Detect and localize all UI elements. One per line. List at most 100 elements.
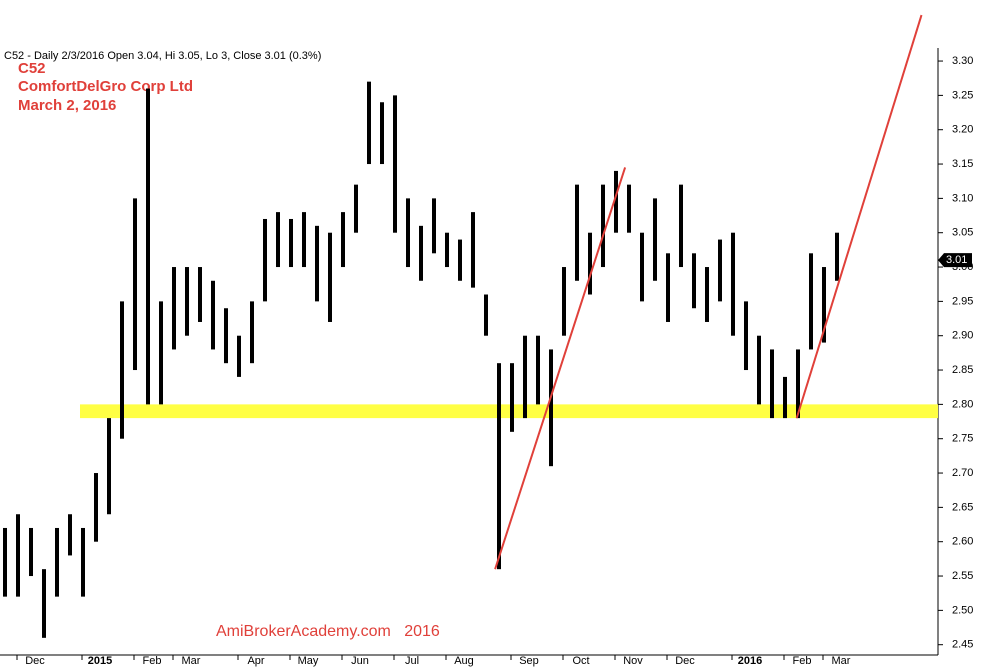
x-tick-label: Mar: [182, 655, 201, 667]
y-tick-label: 2.70: [952, 467, 973, 479]
price-bar: [263, 218, 267, 302]
price-bar: [484, 294, 488, 336]
x-tick-label: Mar: [832, 655, 851, 667]
price-bar: [575, 184, 579, 281]
watermark: AmiBrokerAcademy.com 2016: [216, 623, 440, 640]
price-bar: [354, 184, 358, 233]
price-bar: [393, 95, 397, 233]
price-bar: [107, 418, 111, 515]
y-tick-label: 2.85: [952, 364, 973, 376]
price-bar: [276, 212, 280, 268]
x-tick-label: May: [298, 655, 319, 667]
y-tick-label: 3.25: [952, 89, 973, 101]
price-bar: [497, 363, 501, 570]
price-bar: [133, 198, 137, 371]
price-bar: [367, 81, 371, 165]
y-tick-label: 2.60: [952, 536, 973, 548]
price-bar: [692, 253, 696, 309]
y-tick-label: 2.90: [952, 330, 973, 342]
y-tick-label: 2.45: [952, 639, 973, 651]
price-bar: [640, 232, 644, 302]
price-bar: [29, 527, 33, 577]
price-bar: [341, 212, 345, 268]
price-bar: [211, 280, 215, 350]
price-bar: [510, 363, 514, 432]
x-tick-label: Dec: [25, 655, 45, 667]
price-bar: [783, 376, 787, 419]
price-bar: [432, 198, 436, 254]
trendline: [494, 167, 627, 570]
price-bar: [705, 267, 709, 322]
x-tick-label: Feb: [793, 655, 812, 667]
price-bar: [549, 349, 553, 467]
price-bar: [302, 212, 306, 268]
header: C52 - Daily 2/3/2016 Open 3.04, Hi 3.05,…: [4, 50, 321, 62]
y-tick-label: 2.55: [952, 570, 973, 582]
price-bar: [289, 218, 293, 268]
x-tick-label: Sep: [519, 655, 539, 667]
y-tick-label: 2.65: [952, 501, 973, 513]
y-tick-label: 2.75: [952, 433, 973, 445]
price-bar: [588, 232, 592, 295]
price-bar: [159, 301, 163, 405]
price-bar: [94, 473, 98, 542]
price-bar: [666, 253, 670, 322]
last-price-marker: [938, 253, 972, 268]
trendline: [795, 14, 923, 419]
price-bar: [835, 232, 839, 281]
price-bar: [185, 267, 189, 336]
y-tick-label: 3.15: [952, 158, 973, 170]
price-bar: [445, 232, 449, 268]
price-bar: [172, 267, 176, 350]
price-bar: [809, 253, 813, 350]
price-bar: [42, 569, 46, 638]
price-bar: [3, 527, 7, 597]
price-bar: [55, 527, 59, 597]
price-bar: [601, 184, 605, 268]
price-bar: [81, 527, 85, 597]
x-tick-label: Oct: [572, 655, 589, 667]
price-bar: [562, 267, 566, 336]
price-bar: [679, 184, 683, 268]
price-bar: [523, 335, 527, 419]
y-tick-label: 3.30: [952, 55, 973, 67]
price-bar: [120, 301, 124, 439]
price-bar: [770, 349, 774, 419]
x-tick-label: Dec: [675, 655, 695, 667]
x-tick-label: 2015: [88, 655, 112, 667]
price-bar: [406, 198, 410, 268]
price-bar: [198, 267, 202, 322]
price-bar: [146, 88, 150, 405]
price-bar: [796, 349, 800, 419]
x-tick-label: Jul: [405, 655, 419, 667]
price-bar: [250, 301, 254, 364]
support-band: [80, 404, 938, 419]
price-bar: [458, 239, 462, 281]
x-tick-label: Nov: [623, 655, 643, 667]
price-bar: [653, 198, 657, 281]
price-bar: [471, 212, 475, 288]
x-tick-label: Aug: [454, 655, 474, 667]
x-tick-label: Feb: [143, 655, 162, 667]
y-tick-label: 3.20: [952, 124, 973, 136]
price-bar: [536, 335, 540, 405]
last-price-label: 3.01: [946, 254, 967, 266]
y-tick-label: 3.10: [952, 192, 973, 204]
price-bar: [614, 170, 618, 233]
annotation: ComfortDelGro Corp Ltd: [18, 78, 193, 95]
price-bar: [16, 514, 20, 597]
y-tick-label: 2.50: [952, 604, 973, 616]
price-bar: [757, 335, 761, 405]
price-bar: [744, 301, 748, 371]
price-bar: [380, 102, 384, 165]
price-bar: [731, 232, 735, 336]
price-bar: [224, 308, 228, 364]
price-bar: [315, 225, 319, 302]
y-tick-label: 2.80: [952, 398, 973, 410]
price-bar: [718, 239, 722, 302]
price-bar: [822, 267, 826, 343]
annotation: C52: [18, 60, 46, 77]
